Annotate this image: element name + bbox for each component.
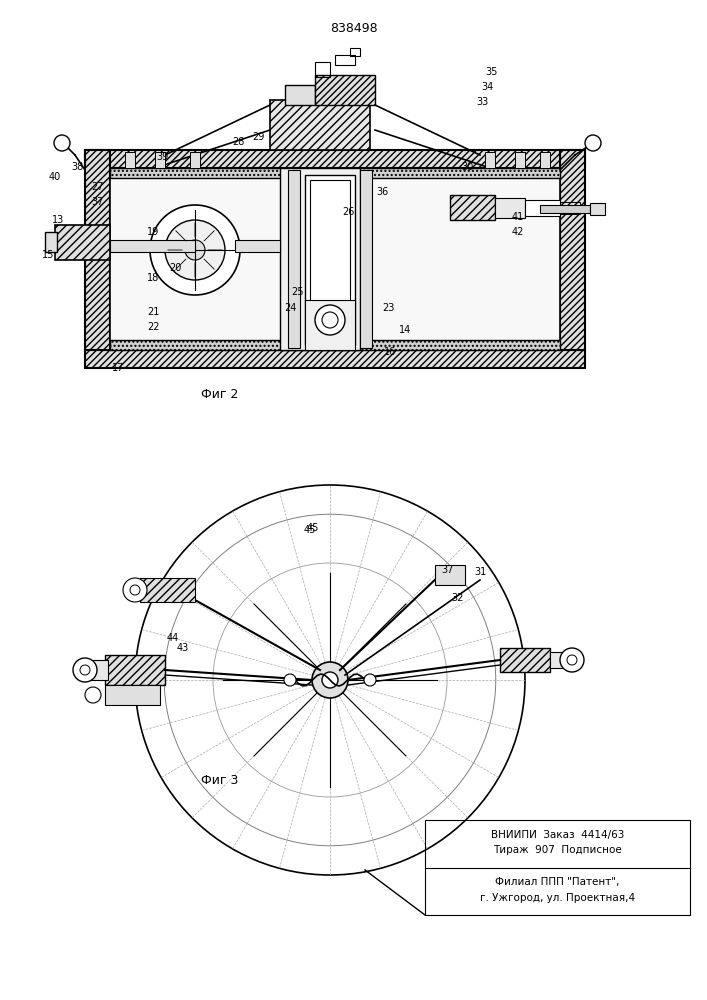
Bar (315, 62, 330, 77)
Text: 35: 35 (486, 67, 498, 77)
Bar (305, 300, 355, 350)
Text: 19: 19 (147, 227, 159, 237)
Bar (235, 240, 280, 252)
Bar (315, 75, 375, 105)
Text: Тираж  907  Подписное: Тираж 907 Подписное (493, 845, 622, 855)
Bar (270, 100, 370, 150)
Bar (450, 195, 495, 220)
Bar (85, 150, 585, 168)
Bar (285, 85, 315, 105)
Circle shape (85, 687, 101, 703)
Bar (515, 152, 525, 168)
Text: 21: 21 (147, 307, 159, 317)
Bar (540, 152, 550, 168)
Circle shape (312, 662, 348, 698)
Text: 36: 36 (376, 187, 388, 197)
Bar (350, 48, 360, 56)
Text: 45: 45 (307, 523, 319, 533)
Bar (110, 168, 560, 178)
Bar (335, 55, 355, 65)
Text: 30: 30 (461, 162, 473, 172)
Circle shape (54, 135, 70, 151)
Bar (110, 340, 560, 350)
Text: Фиг 2: Фиг 2 (201, 388, 239, 401)
Circle shape (73, 658, 97, 682)
Bar (125, 152, 135, 168)
Bar (425, 820, 690, 915)
Bar (495, 198, 525, 218)
Text: 33: 33 (476, 97, 488, 107)
Text: 44: 44 (167, 633, 179, 643)
Circle shape (315, 305, 345, 335)
Text: 43: 43 (177, 643, 189, 653)
Text: 40: 40 (49, 172, 61, 182)
Text: 37: 37 (442, 565, 454, 575)
Bar (525, 200, 560, 216)
Text: 17: 17 (112, 363, 124, 373)
Bar (110, 168, 560, 350)
Circle shape (364, 674, 376, 686)
Bar (310, 180, 350, 340)
Bar (305, 175, 355, 345)
Circle shape (585, 135, 601, 151)
Circle shape (185, 240, 205, 260)
Text: 29: 29 (252, 132, 264, 142)
Bar (90, 660, 108, 680)
Text: 26: 26 (341, 207, 354, 217)
Text: 42: 42 (512, 227, 524, 237)
Text: Фиг 3: Фиг 3 (201, 774, 239, 786)
Text: 37: 37 (90, 197, 103, 207)
Circle shape (165, 220, 225, 280)
Text: 38: 38 (71, 162, 83, 172)
Text: 39: 39 (156, 152, 168, 162)
Text: Филиал ППП "Патент",: Филиал ППП "Патент", (496, 877, 620, 887)
Text: 838498: 838498 (330, 21, 378, 34)
Bar (590, 203, 605, 215)
Bar (85, 350, 585, 368)
Bar (360, 170, 372, 348)
Bar (55, 225, 110, 260)
Text: 41: 41 (512, 212, 524, 222)
Text: 45: 45 (304, 525, 316, 535)
Circle shape (123, 578, 147, 602)
Text: 28: 28 (232, 137, 244, 147)
Text: 16: 16 (384, 347, 396, 357)
Text: 20: 20 (169, 263, 181, 273)
Bar (110, 240, 195, 252)
Bar (500, 648, 550, 672)
Text: 34: 34 (481, 82, 493, 92)
Text: 31: 31 (474, 567, 486, 577)
Circle shape (322, 672, 338, 688)
Text: 13: 13 (52, 215, 64, 225)
Text: 18: 18 (147, 273, 159, 283)
Bar (560, 150, 585, 350)
Bar (85, 150, 110, 350)
Circle shape (150, 205, 240, 295)
Bar (550, 652, 568, 668)
Text: 22: 22 (147, 322, 159, 332)
Bar (435, 565, 465, 585)
Bar (485, 152, 495, 168)
Text: 23: 23 (382, 303, 395, 313)
Bar (155, 152, 165, 168)
Circle shape (560, 648, 584, 672)
Bar (140, 578, 195, 602)
Bar (105, 685, 160, 705)
Bar (288, 170, 300, 348)
Text: 32: 32 (452, 593, 464, 603)
Text: ВНИИПИ  Заказ  4414/63: ВНИИПИ Заказ 4414/63 (491, 830, 624, 840)
Bar (190, 152, 200, 168)
Text: 27: 27 (90, 182, 103, 192)
Text: г. Ужгород, ул. Проектная,4: г. Ужгород, ул. Проектная,4 (480, 893, 635, 903)
Bar (540, 205, 590, 213)
Circle shape (284, 674, 296, 686)
Text: 25: 25 (292, 287, 304, 297)
Text: 15: 15 (42, 250, 54, 260)
Text: 24: 24 (284, 303, 296, 313)
Text: 14: 14 (399, 325, 411, 335)
Bar (280, 168, 360, 350)
Bar (560, 202, 580, 214)
Bar (45, 232, 57, 252)
Bar (105, 655, 165, 685)
